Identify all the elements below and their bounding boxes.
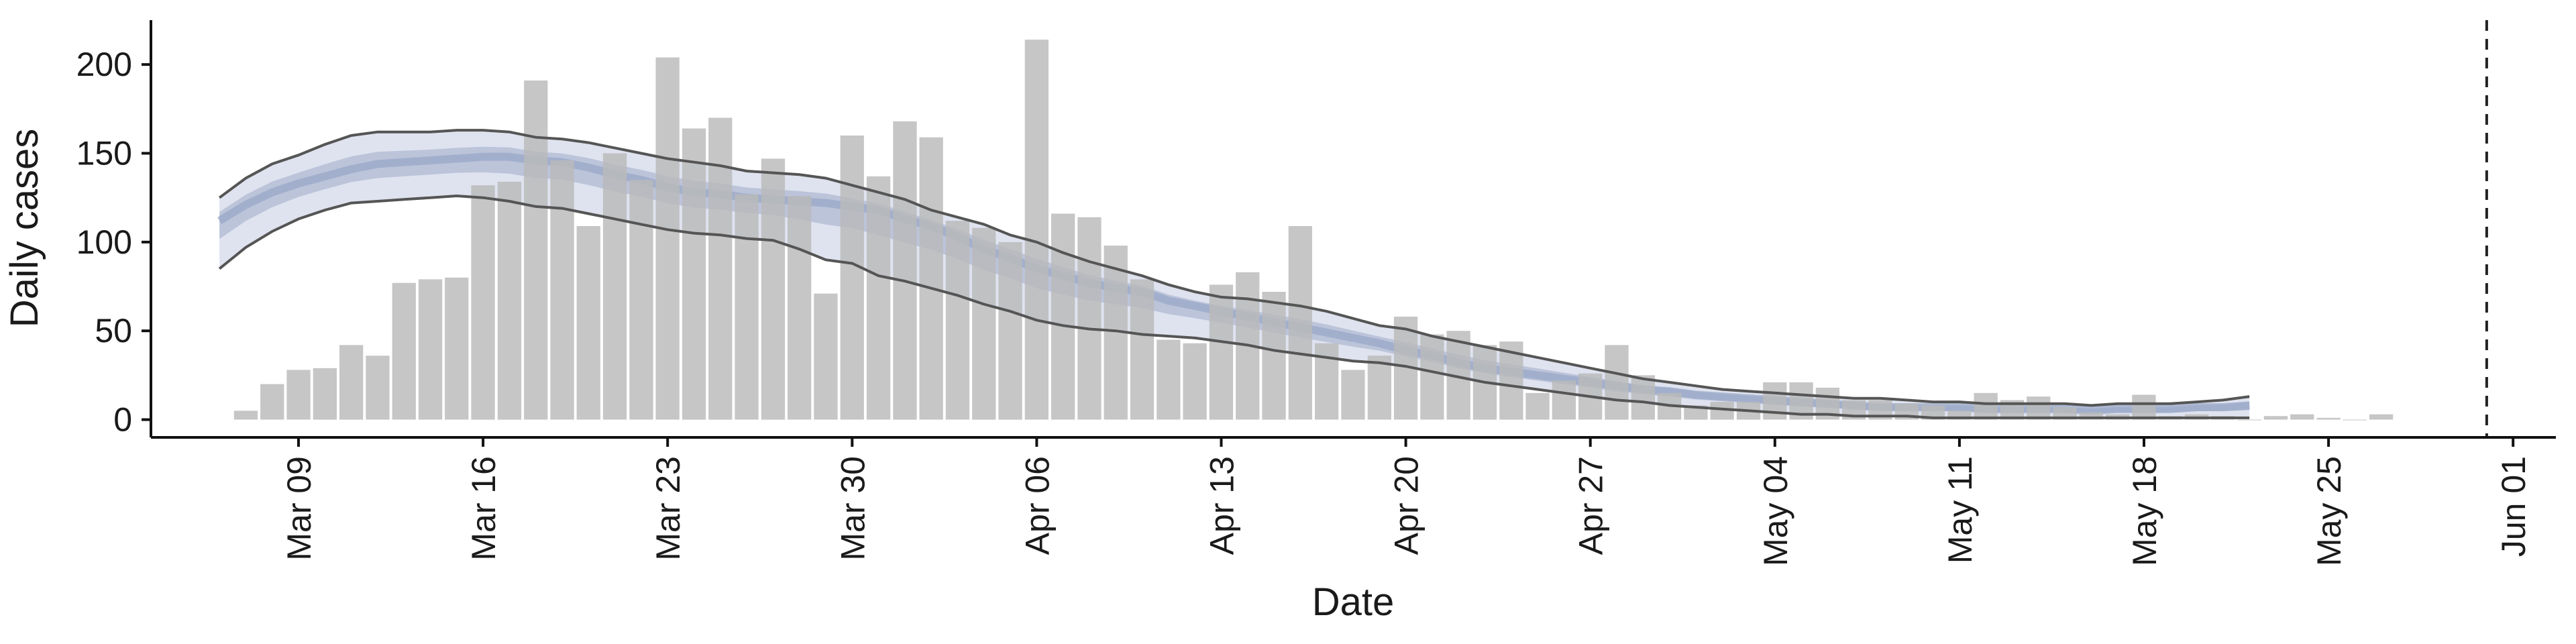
bar-23 — [840, 136, 864, 420]
bar-12 — [550, 160, 574, 420]
x-axis-label: Date — [1312, 580, 1395, 624]
bar-18 — [708, 117, 733, 420]
estimate-band-50 — [219, 146, 2250, 414]
bar-79 — [2316, 417, 2341, 420]
bar-72 — [2132, 394, 2156, 420]
bar-32 — [1077, 217, 1102, 420]
y-tick-label: 200 — [76, 46, 132, 83]
bar-14 — [602, 153, 627, 420]
bar-68 — [2027, 396, 2051, 420]
bar-35 — [1157, 339, 1181, 420]
bar-43 — [1367, 356, 1391, 420]
bar-6 — [392, 282, 416, 420]
bar-55 — [1684, 405, 1708, 420]
bar-10 — [497, 181, 522, 420]
bar-0 — [233, 411, 258, 420]
bar-5 — [366, 356, 390, 420]
bar-52 — [1605, 345, 1629, 420]
bar-8 — [445, 277, 469, 420]
x-tick-label: Apr 13 — [1203, 456, 1241, 555]
bar-50 — [1552, 380, 1576, 420]
bar-77 — [2263, 416, 2288, 420]
lower-bound-line — [218, 194, 2250, 419]
bar-28 — [972, 227, 996, 420]
bar-37 — [1209, 284, 1234, 420]
bar-7 — [418, 279, 443, 420]
bar-81 — [2369, 414, 2394, 420]
y-axis-label: Daily cases — [3, 129, 46, 328]
bar-27 — [945, 221, 970, 420]
bar-25 — [893, 121, 917, 420]
estimate-bands — [217, 130, 2250, 418]
x-tick-label: May 04 — [1757, 456, 1794, 566]
x-tick-label: Jun 01 — [2495, 456, 2532, 557]
x-tick-label: Apr 20 — [1388, 456, 1426, 555]
x-tick-label: Mar 30 — [834, 456, 871, 561]
bar-80 — [2343, 419, 2367, 421]
bar-2 — [286, 370, 311, 420]
x-tick-label: Mar 09 — [280, 456, 318, 561]
upper-bound-line — [218, 129, 2250, 407]
bar-31 — [1051, 213, 1075, 420]
bar-69 — [2053, 407, 2077, 420]
bar-17 — [682, 128, 706, 420]
x-tick-label: Apr 06 — [1018, 456, 1056, 555]
x-tick-label: Apr 27 — [1572, 456, 1610, 555]
bar-30 — [1024, 40, 1049, 420]
bar-13 — [576, 226, 600, 420]
bar-78 — [2290, 414, 2314, 420]
bar-20 — [761, 158, 786, 420]
bar-41 — [1315, 343, 1339, 420]
y-tick-label: 0 — [113, 401, 132, 439]
bar-42 — [1341, 370, 1365, 420]
bar-45 — [1420, 334, 1444, 420]
bar-66 — [1974, 392, 1998, 420]
x-tick-label: May 25 — [2310, 456, 2348, 566]
x-tick-label: Mar 16 — [465, 456, 502, 561]
bar-49 — [1525, 392, 1550, 420]
bar-24 — [866, 176, 891, 420]
bar-11 — [524, 80, 548, 420]
x-ticks: Mar 09 Mar 16 Mar 23 Mar 30 Apr 06 Apr 13 Apr … — [280, 437, 2532, 566]
bar-34 — [1130, 279, 1155, 420]
bar-53 — [1631, 375, 1655, 420]
x-tick-label: May 18 — [2126, 456, 2163, 566]
bar-22 — [814, 293, 838, 420]
y-ticks: 0 50 100 150 200 — [76, 46, 151, 439]
bar-4 — [339, 345, 364, 420]
bar-16 — [655, 57, 680, 420]
bar-21 — [788, 196, 812, 420]
bar-40 — [1288, 226, 1312, 420]
bar-26 — [919, 137, 943, 420]
bar-29 — [998, 241, 1022, 420]
y-tick-label: 50 — [95, 312, 132, 350]
estimate-lines — [218, 129, 2250, 419]
x-tick-label: Mar 23 — [649, 456, 687, 561]
bar-15 — [629, 180, 653, 420]
bar-39 — [1262, 292, 1286, 420]
bar-19 — [735, 194, 759, 420]
bar-70 — [2079, 412, 2103, 420]
bar-36 — [1183, 343, 1207, 420]
bar-3 — [313, 368, 337, 420]
bars — [233, 40, 2394, 421]
bar-9 — [471, 185, 495, 420]
y-tick-label: 100 — [76, 223, 132, 261]
y-tick-label: 150 — [76, 135, 132, 172]
x-tick-label: May 11 — [1941, 456, 1979, 564]
bar-76 — [2237, 419, 2261, 421]
bar-1 — [260, 384, 284, 420]
